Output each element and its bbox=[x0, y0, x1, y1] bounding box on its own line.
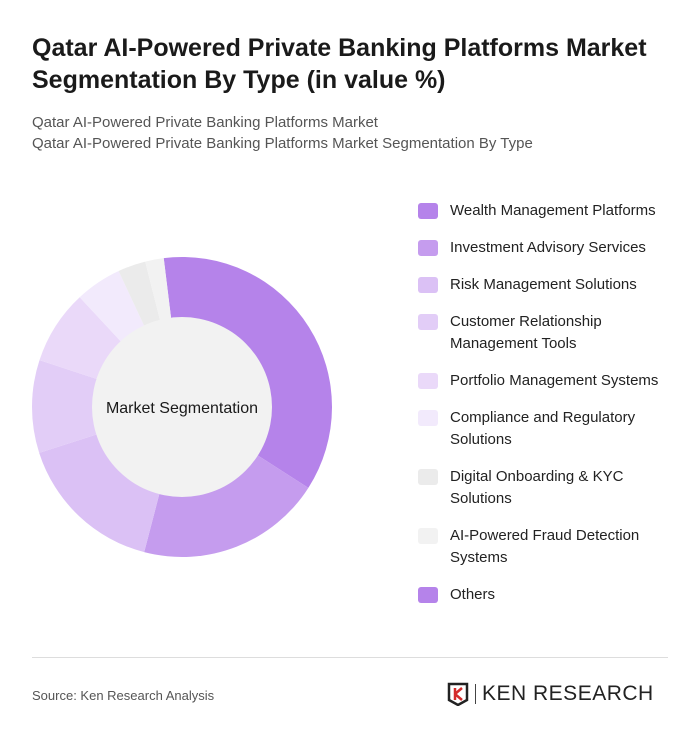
chart-title: Qatar AI-Powered Private Banking Platfor… bbox=[32, 34, 647, 94]
legend-swatch bbox=[418, 587, 438, 603]
legend-swatch bbox=[418, 314, 438, 330]
legend-item: Investment Advisory Services bbox=[418, 237, 688, 259]
legend-label: Others bbox=[450, 586, 496, 603]
legend-label: Portfolio Management Systems bbox=[450, 372, 659, 389]
legend-item: Wealth Management Platforms bbox=[418, 200, 688, 222]
donut-chart: Market Segmentation bbox=[32, 257, 333, 557]
legend-label: Digital Onboarding & KYC Solutions bbox=[450, 468, 624, 507]
legend-item: Others bbox=[418, 584, 688, 606]
center-label: Market Segmentation bbox=[106, 400, 258, 417]
ken-research-logo: KEN RESEARCH bbox=[447, 682, 654, 706]
legend-swatch bbox=[418, 240, 438, 256]
donut-center bbox=[92, 317, 272, 497]
logo-separator bbox=[475, 684, 476, 704]
legend: Wealth Management Platforms Investment Ad… bbox=[418, 200, 688, 621]
legend-swatch bbox=[418, 203, 438, 219]
legend-label: Wealth Management Platforms bbox=[450, 202, 656, 219]
subtitle-1: Qatar AI-Powered Private Banking Platfor… bbox=[32, 114, 378, 131]
legend-item: Portfolio Management Systems bbox=[418, 370, 688, 392]
legend-label: AI-Powered Fraud Detection Systems bbox=[450, 527, 640, 566]
legend-swatch bbox=[418, 469, 438, 485]
legend-label: Customer Relationship Management Tools bbox=[450, 313, 602, 352]
legend-swatch bbox=[418, 410, 438, 426]
source-note: Source: Ken Research Analysis bbox=[32, 688, 215, 703]
legend-item: Compliance and Regulatory Solutions bbox=[418, 407, 688, 451]
legend-label: Investment Advisory Services bbox=[450, 239, 646, 256]
legend-swatch bbox=[418, 277, 438, 293]
subtitle-2: Qatar AI-Powered Private Banking Platfor… bbox=[32, 135, 533, 152]
legend-item: Digital Onboarding & KYC Solutions bbox=[418, 466, 688, 510]
divider bbox=[32, 657, 668, 658]
legend-swatch bbox=[418, 373, 438, 389]
logo-mark-icon bbox=[447, 682, 469, 706]
logo-text: KEN RESEARCH bbox=[482, 682, 654, 705]
legend-item: AI-Powered Fraud Detection Systems bbox=[418, 525, 688, 569]
legend-label: Risk Management Solutions bbox=[450, 276, 637, 293]
legend-item: Risk Management Solutions bbox=[418, 274, 688, 296]
legend-swatch bbox=[418, 528, 438, 544]
legend-item: Customer Relationship Management Tools bbox=[418, 311, 688, 355]
legend-label: Compliance and Regulatory Solutions bbox=[450, 409, 636, 448]
